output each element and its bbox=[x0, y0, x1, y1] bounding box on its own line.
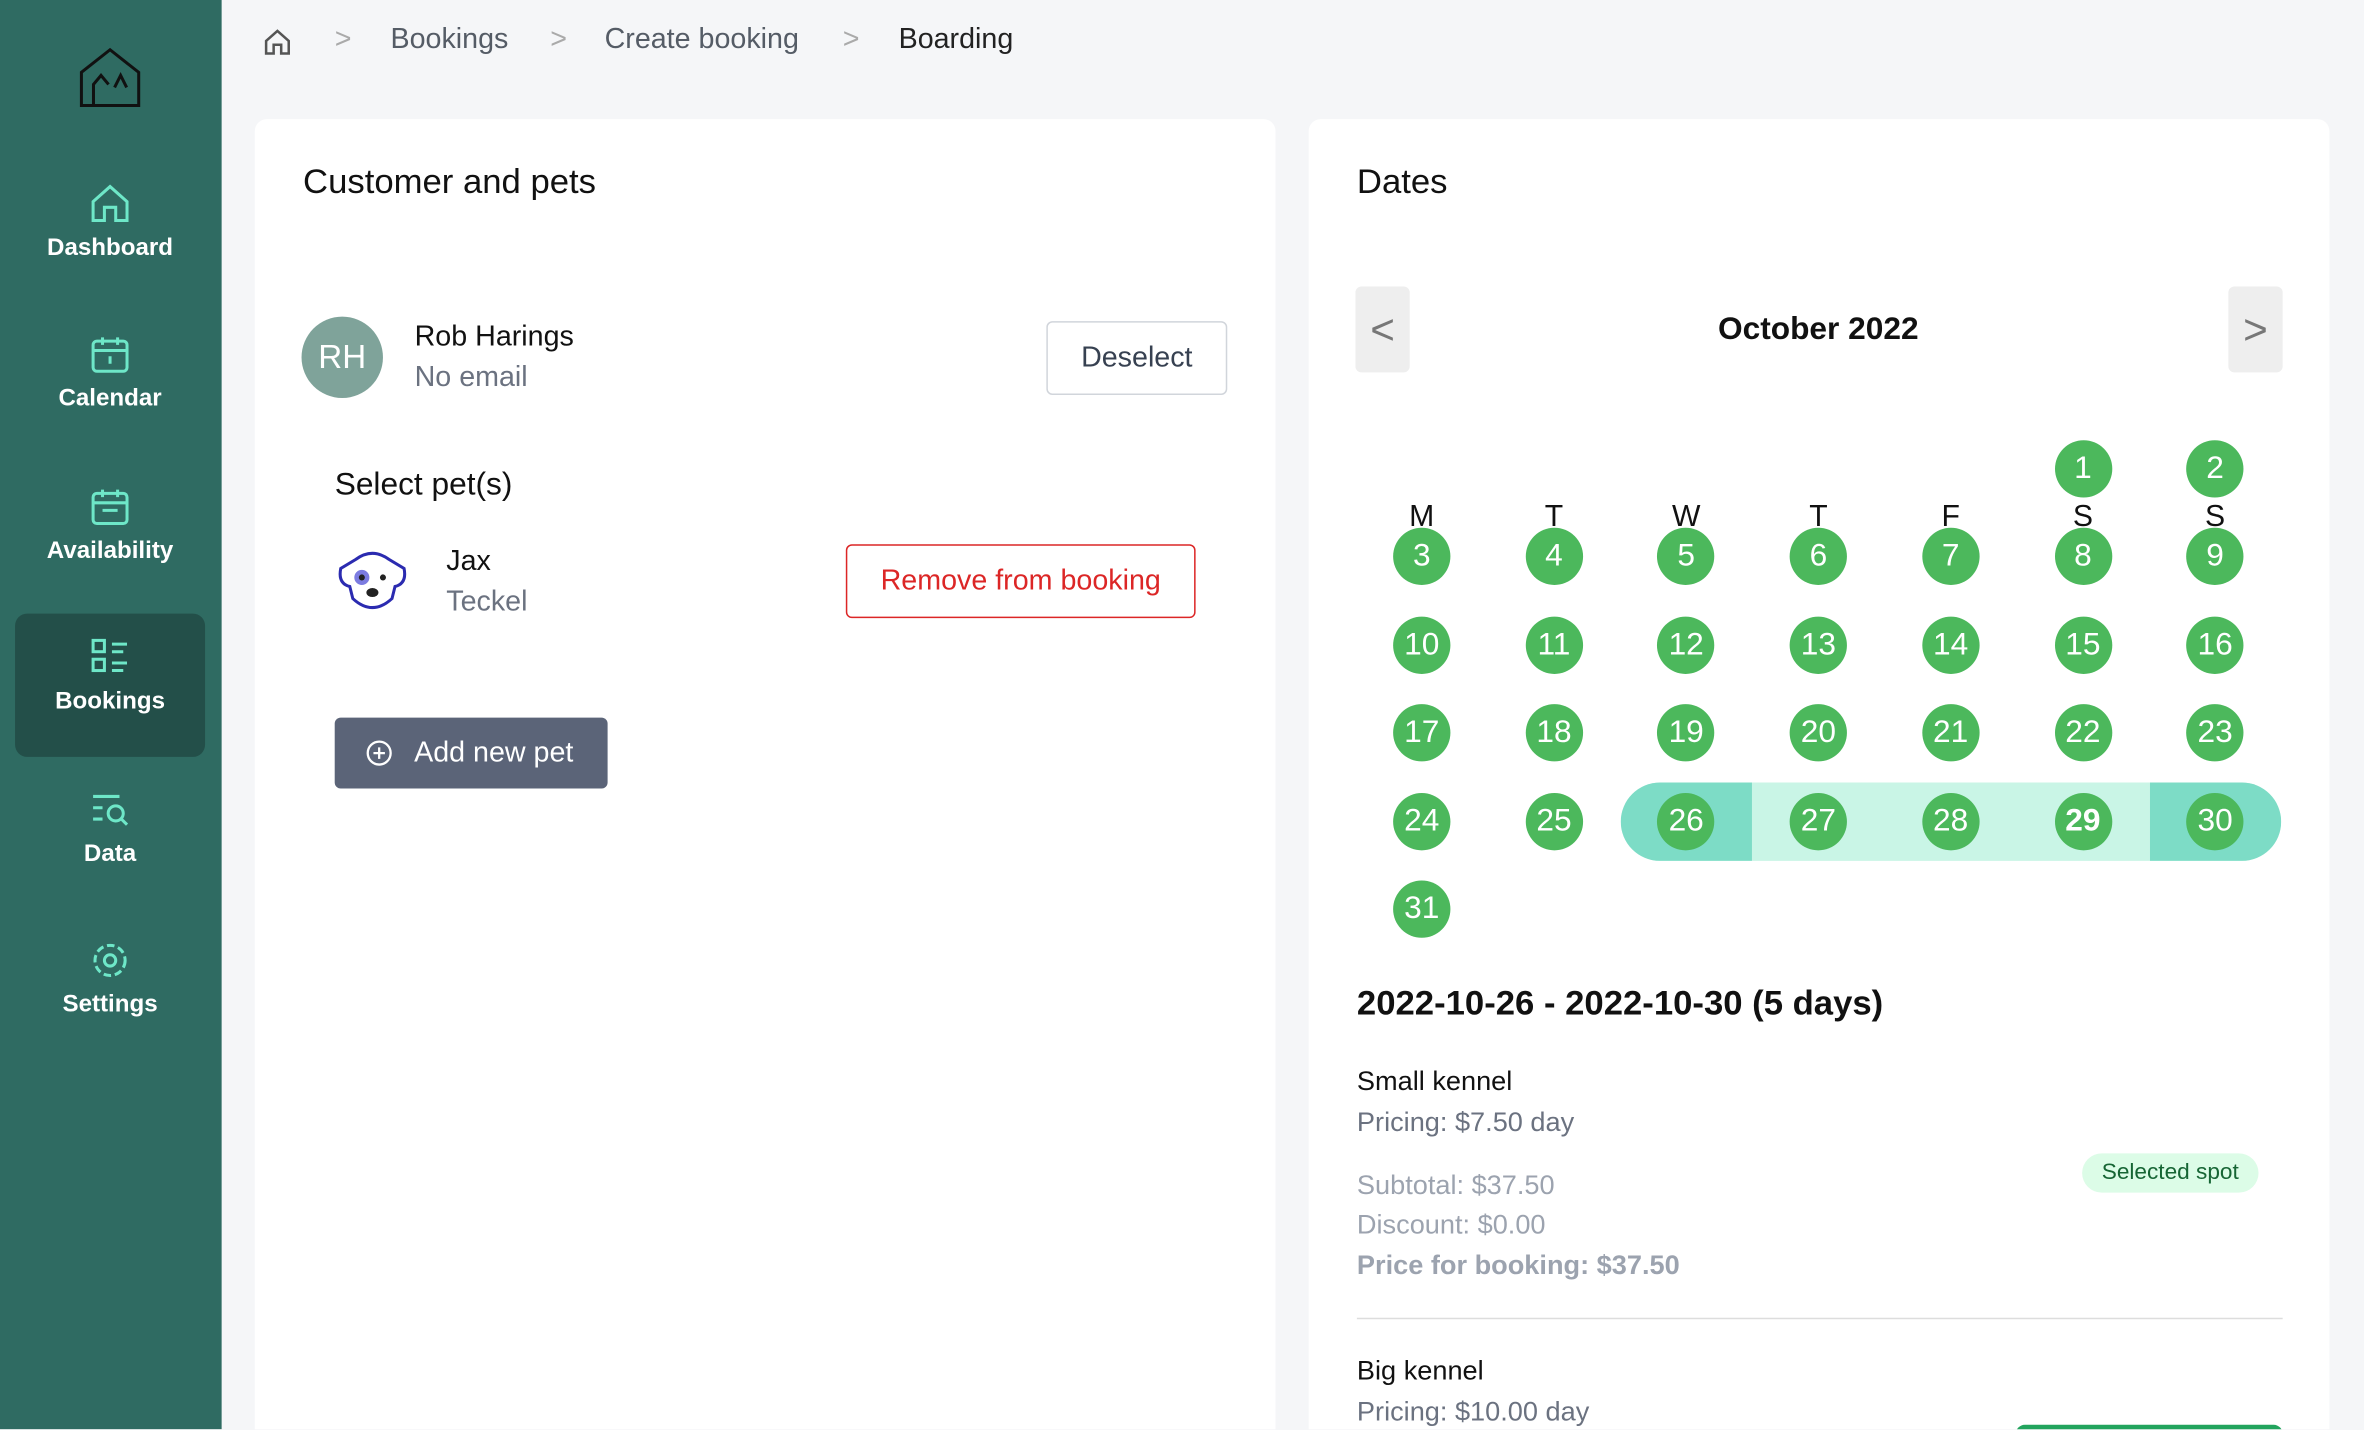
breadcrumb-item[interactable]: Bookings bbox=[390, 24, 509, 56]
sidebar: Dashboard Calendar Availability Bookings… bbox=[0, 0, 222, 1430]
nav-item[interactable]: Availability bbox=[15, 463, 205, 606]
kennel-pricing: Pricing: $7.50 day bbox=[1356, 1106, 1575, 1137]
pet-breed: Teckel bbox=[446, 586, 528, 619]
plus-icon bbox=[366, 740, 392, 766]
remove-button[interactable]: Remove from booking bbox=[845, 544, 1196, 619]
day[interactable]: 16 bbox=[2186, 616, 2244, 674]
pet-name: Jax bbox=[446, 545, 491, 578]
nav-label: Data bbox=[83, 841, 137, 867]
weekday: T bbox=[1544, 500, 1564, 534]
day[interactable]: 23 bbox=[2186, 704, 2244, 762]
weekday: F bbox=[1941, 500, 1960, 534]
range-text: 2022-10-26 - 2022-10-30 (5 days) bbox=[1356, 983, 1884, 1023]
weekday: W bbox=[1671, 500, 1701, 534]
nav-item[interactable]: Dashboard bbox=[15, 160, 205, 303]
selected-badge: Selected spot bbox=[2082, 1153, 2259, 1193]
day[interactable]: 11 bbox=[1525, 616, 1583, 674]
day[interactable]: 27 bbox=[1789, 792, 1848, 850]
select-spot-button[interactable] bbox=[2015, 1424, 2283, 1430]
customer-email: No email bbox=[414, 361, 528, 394]
section-title: Select pet(s) bbox=[334, 467, 513, 503]
day[interactable]: 7 bbox=[1922, 528, 1980, 586]
card-title: Dates bbox=[1356, 161, 1448, 201]
customer-name: Rob Harings bbox=[414, 321, 574, 353]
avatar: RH bbox=[301, 316, 383, 399]
weekday: S bbox=[2072, 500, 2093, 534]
day[interactable]: 13 bbox=[1789, 616, 1848, 674]
weekday: S bbox=[2205, 500, 2226, 534]
day[interactable]: 18 bbox=[1525, 704, 1583, 762]
customer-card: Customer and pets RH Rob Harings No emai… bbox=[254, 119, 1276, 1430]
nav-item[interactable]: Data bbox=[15, 766, 205, 909]
nav-label: Bookings bbox=[55, 689, 165, 715]
next-month[interactable]: > bbox=[2228, 286, 2283, 373]
separator: > bbox=[334, 24, 352, 56]
month-title: October 2022 bbox=[1717, 312, 1919, 347]
nav-item[interactable]: Calendar bbox=[15, 311, 205, 454]
home-icon[interactable] bbox=[262, 27, 292, 57]
discount: Discount: $0.00 bbox=[1356, 1209, 1546, 1240]
day[interactable]: 25 bbox=[1525, 792, 1583, 850]
kennel-name: Big kennel bbox=[1356, 1355, 1484, 1386]
kennel-name: Small kennel bbox=[1356, 1065, 1513, 1097]
day[interactable]: 3 bbox=[1393, 528, 1451, 586]
weekday: M bbox=[1409, 500, 1435, 534]
breadcrumb-item[interactable]: Create booking bbox=[604, 24, 799, 56]
day[interactable]: 28 bbox=[1922, 792, 1980, 850]
day[interactable]: 12 bbox=[1657, 616, 1715, 674]
separator: > bbox=[550, 24, 568, 56]
day[interactable]: 1 bbox=[2054, 440, 2112, 498]
breadcrumb-item: Boarding bbox=[898, 24, 1014, 56]
logo bbox=[79, 47, 141, 108]
card-title: Customer and pets bbox=[303, 161, 597, 201]
day[interactable]: 24 bbox=[1393, 792, 1451, 850]
booking-price: Price for booking: $37.50 bbox=[1356, 1249, 1680, 1281]
day[interactable]: 22 bbox=[2054, 704, 2112, 762]
nav-label: Dashboard bbox=[47, 235, 174, 261]
day[interactable]: 2 bbox=[2186, 440, 2244, 498]
weekday: T bbox=[1809, 500, 1828, 534]
day[interactable]: 5 bbox=[1657, 528, 1715, 586]
day[interactable]: 26 bbox=[1657, 792, 1715, 850]
prev-month[interactable]: < bbox=[1355, 286, 1410, 373]
dates-card: Dates < > October 2022 2022-10-26 - 2022… bbox=[1308, 119, 2330, 1430]
divider bbox=[1356, 1317, 2283, 1320]
day[interactable]: 8 bbox=[2054, 528, 2112, 586]
deselect-button[interactable]: Deselect bbox=[1046, 321, 1228, 396]
day[interactable]: 6 bbox=[1789, 528, 1848, 586]
nav-item[interactable]: Bookings bbox=[15, 613, 206, 757]
separator: > bbox=[842, 24, 860, 56]
button-label: Add new pet bbox=[414, 737, 574, 769]
dog-icon bbox=[338, 551, 407, 610]
day[interactable]: 30 bbox=[2186, 792, 2244, 850]
day[interactable]: 17 bbox=[1393, 704, 1451, 762]
add-pet-button[interactable]: Add new pet bbox=[334, 717, 608, 789]
day[interactable]: 10 bbox=[1393, 616, 1451, 674]
kennel-pricing: Pricing: $10.00 day bbox=[1356, 1396, 1590, 1427]
day[interactable]: 9 bbox=[2186, 528, 2244, 586]
nav-item[interactable]: Settings bbox=[15, 917, 205, 1060]
nav-label: Availability bbox=[46, 538, 174, 564]
nav-label: Settings bbox=[62, 992, 158, 1018]
day[interactable]: 29 bbox=[2054, 792, 2112, 850]
day[interactable]: 31 bbox=[1393, 880, 1451, 938]
subtotal: Subtotal: $37.50 bbox=[1356, 1169, 1555, 1201]
day[interactable]: 4 bbox=[1525, 528, 1583, 586]
day[interactable]: 15 bbox=[2054, 616, 2112, 674]
day[interactable]: 19 bbox=[1657, 704, 1715, 762]
nav-label: Calendar bbox=[58, 385, 162, 412]
day[interactable]: 21 bbox=[1922, 704, 1980, 762]
day[interactable]: 20 bbox=[1789, 704, 1848, 762]
day[interactable]: 14 bbox=[1922, 616, 1980, 674]
